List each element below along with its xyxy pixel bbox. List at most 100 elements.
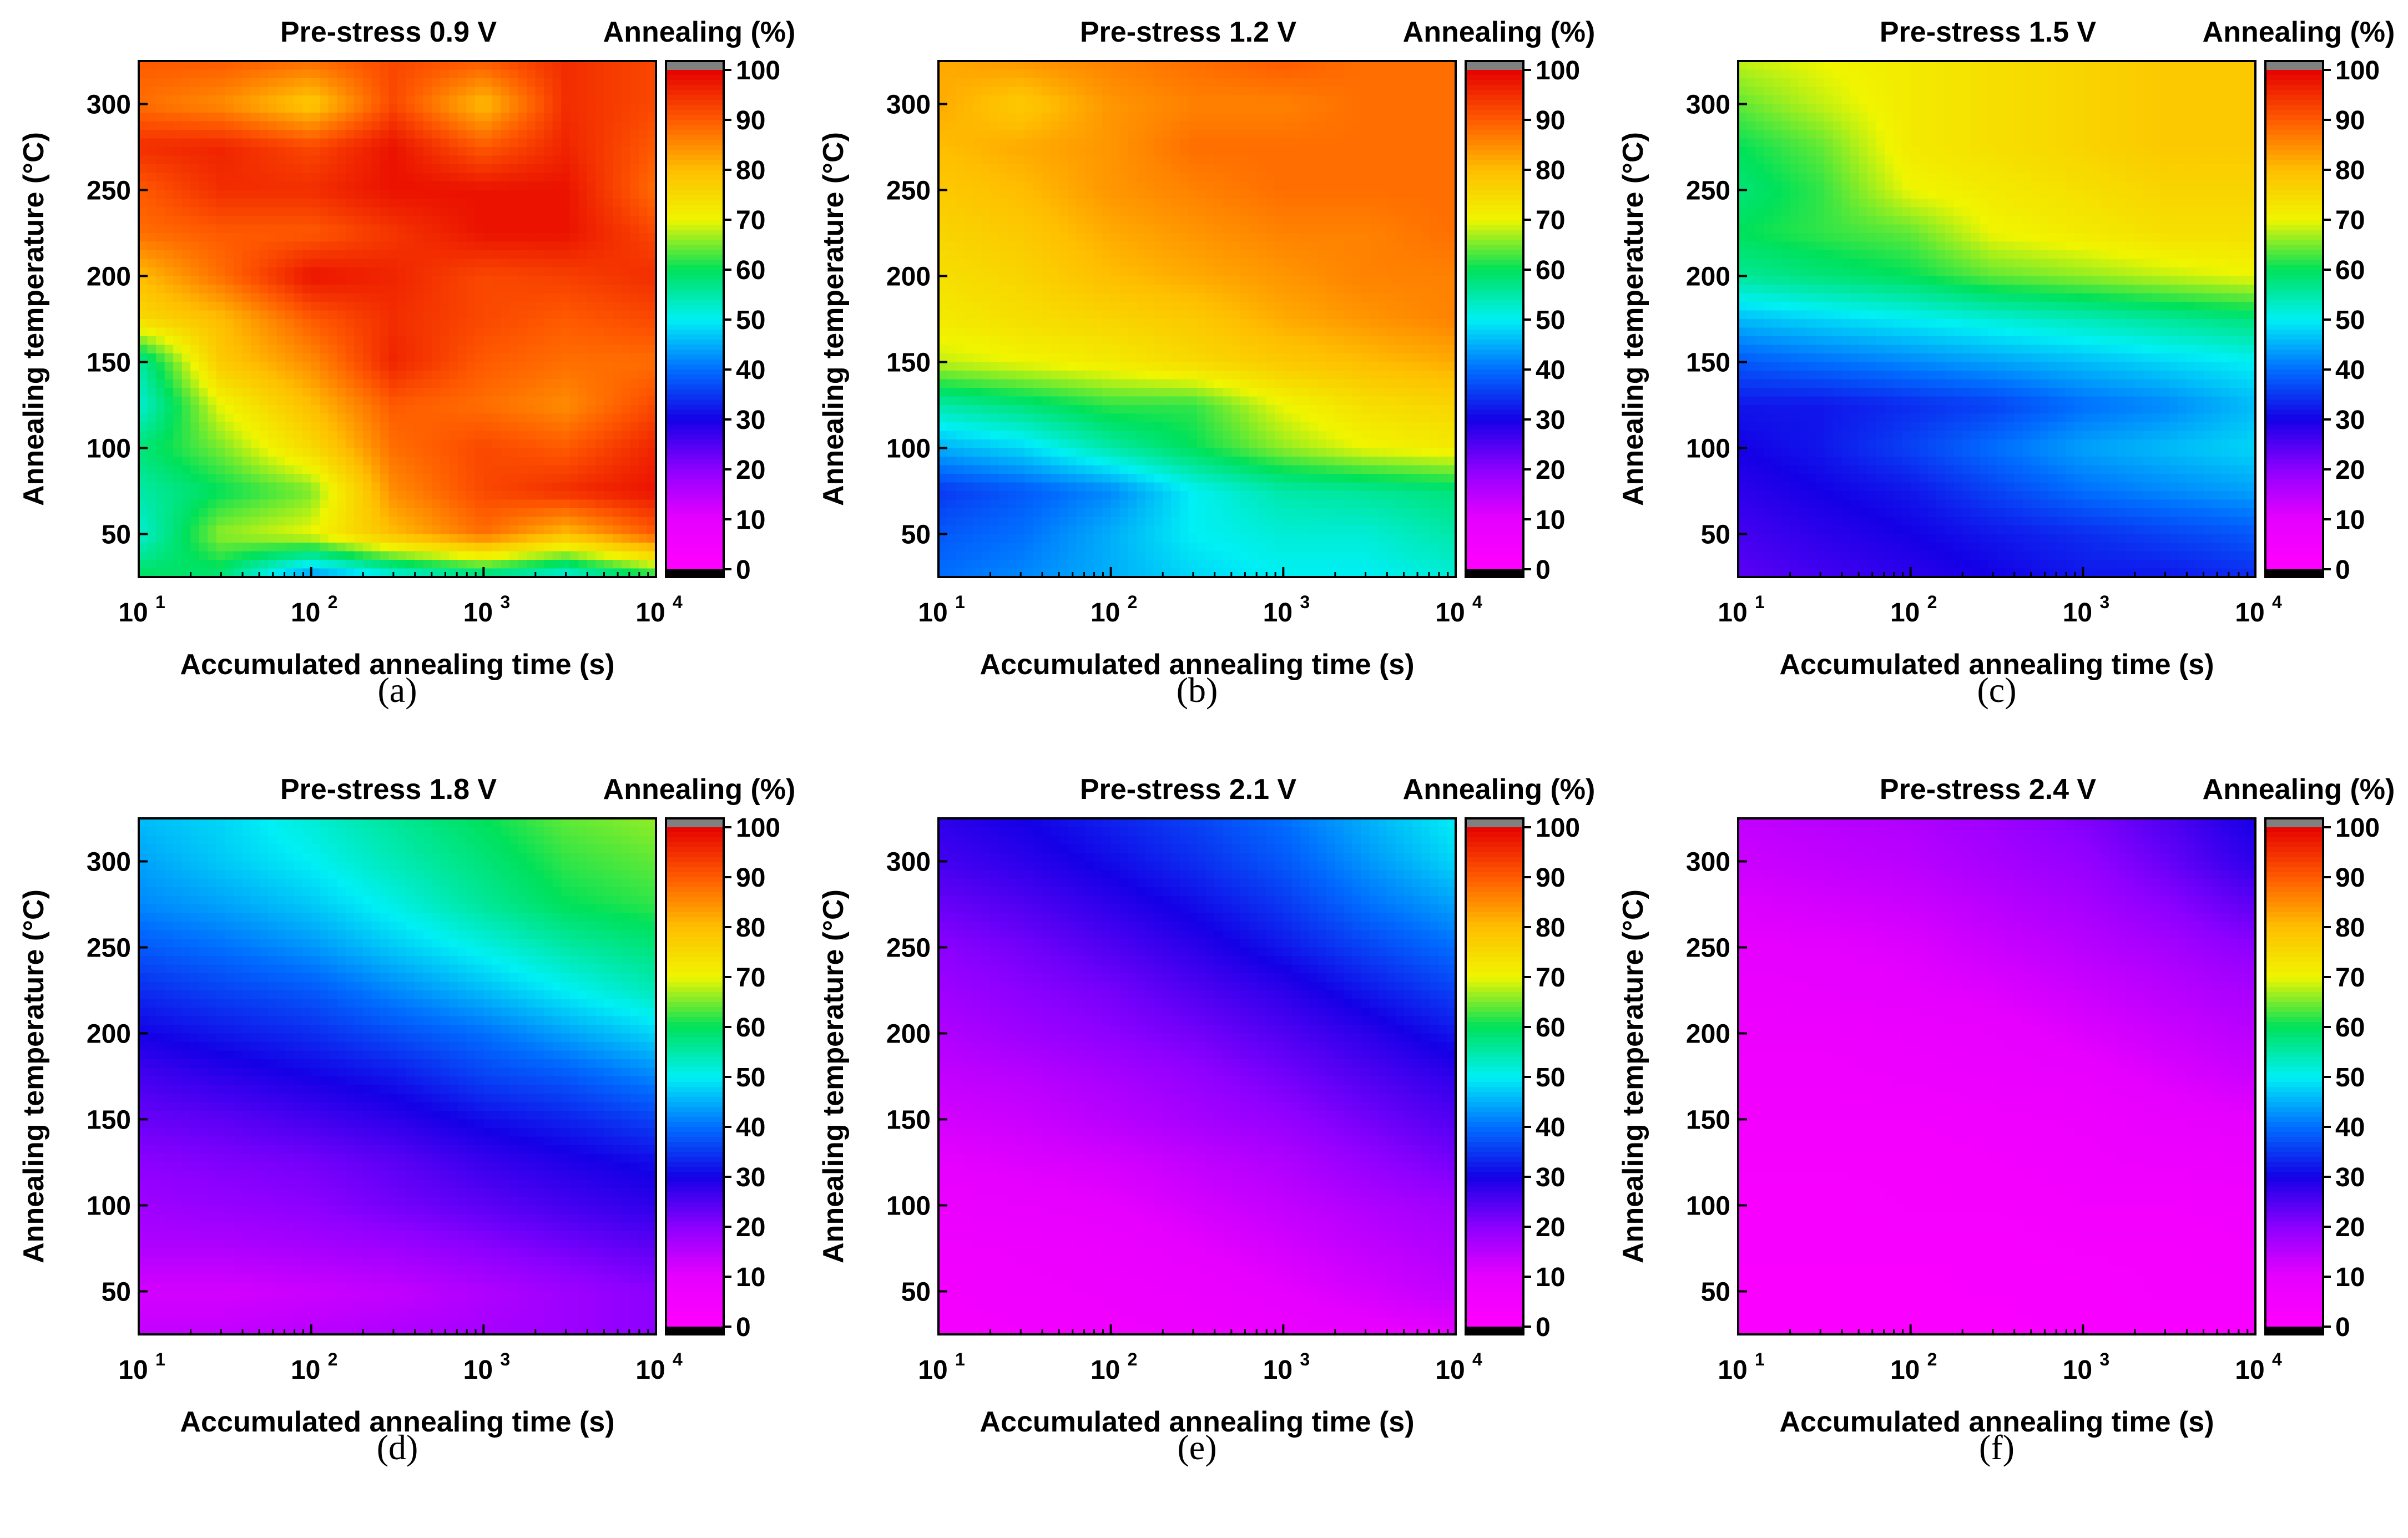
- heatmap-cell: [1344, 87, 1353, 96]
- heatmap-cell: [647, 224, 657, 234]
- heatmap-cell: [320, 147, 329, 156]
- heatmap-cell: [1007, 104, 1017, 113]
- heatmap-cell: [320, 190, 329, 199]
- heatmap-cell: [250, 259, 260, 268]
- heatmap-cell: [527, 448, 536, 457]
- heatmap-cell: [199, 474, 209, 483]
- heatmap-cell: [328, 362, 338, 371]
- heatmap-cell: [294, 224, 303, 234]
- heatmap-cell: [1438, 199, 1448, 208]
- heatmap-cell: [432, 190, 441, 199]
- heatmap-cell: [457, 560, 467, 569]
- heatmap-cell: [259, 241, 269, 251]
- heatmap-cell: [998, 78, 1008, 88]
- heatmap-cell: [156, 482, 165, 492]
- heatmap-cell: [225, 465, 234, 474]
- heatmap-cell: [345, 508, 355, 518]
- heatmap-cell: [964, 173, 973, 182]
- heatmap-cell: [561, 499, 571, 509]
- heatmap-cell: [354, 147, 364, 156]
- heatmap-cell: [415, 551, 424, 560]
- heatmap-cell: [578, 525, 588, 535]
- heatmap-cell: [147, 104, 157, 113]
- heatmap-cell: [173, 199, 183, 208]
- heatmap-cell: [492, 482, 502, 492]
- heatmap-cell: [233, 431, 243, 440]
- heatmap-cell: [432, 482, 441, 492]
- heatmap-cell: [156, 457, 165, 466]
- heatmap-cell: [1291, 199, 1301, 208]
- heatmap-cell: [509, 285, 519, 294]
- heatmap-cell: [190, 173, 200, 182]
- heatmap-cell: [457, 413, 467, 423]
- heatmap-cell: [630, 293, 639, 302]
- heatmap-cell: [250, 147, 260, 156]
- heatmap-cell: [233, 448, 243, 457]
- heatmap-cell: [328, 233, 338, 242]
- heatmap-cell: [474, 190, 484, 199]
- colorbar-swatch: [666, 315, 724, 320]
- heatmap-cell: [1085, 69, 1094, 79]
- heatmap-cell: [1274, 104, 1284, 113]
- heatmap-cell: [294, 310, 303, 320]
- heatmap-cell: [1137, 104, 1146, 113]
- heatmap-cell: [1300, 130, 1310, 139]
- heatmap-cell: [440, 379, 450, 388]
- heatmap-cell: [406, 207, 415, 216]
- heatmap-cell: [613, 95, 622, 105]
- heatmap-cell: [371, 482, 381, 492]
- heatmap-cell: [337, 431, 346, 440]
- heatmap-cell: [1249, 173, 1258, 182]
- heatmap-cell: [947, 224, 956, 234]
- heatmap-cell: [199, 465, 209, 474]
- heatmap-cell: [981, 147, 991, 156]
- heatmap-cell: [388, 61, 398, 70]
- heatmap-cell: [311, 551, 320, 560]
- heatmap-cell: [423, 207, 432, 216]
- heatmap-cell: [432, 181, 441, 191]
- heatmap-cell: [156, 379, 165, 388]
- heatmap-cell: [1068, 113, 1077, 122]
- heatmap-cell: [397, 431, 407, 440]
- heatmap-cell: [406, 130, 415, 139]
- heatmap-cell: [466, 181, 476, 191]
- heatmap-cell: [527, 164, 536, 174]
- heatmap-cell: [440, 190, 450, 199]
- heatmap-cell: [535, 448, 544, 457]
- heatmap-cell: [604, 448, 614, 457]
- heatmap-cell: [1266, 199, 1275, 208]
- heatmap-cell: [630, 164, 639, 174]
- heatmap-cell: [492, 508, 502, 518]
- heatmap-cell: [518, 560, 527, 569]
- heatmap-cell: [501, 525, 510, 535]
- heatmap-cell: [345, 199, 355, 208]
- heatmap-cell: [483, 482, 493, 492]
- heatmap-cell: [388, 224, 398, 234]
- heatmap-cell: [233, 379, 243, 388]
- heatmap-cell: [535, 241, 544, 251]
- heatmap-cell: [535, 508, 544, 518]
- heatmap-cell: [259, 405, 269, 414]
- heatmap-cell: [371, 233, 381, 242]
- heatmap-cell: [1188, 78, 1198, 88]
- heatmap-cell: [1007, 95, 1017, 105]
- heatmap-cell: [947, 121, 956, 130]
- heatmap-cell: [1395, 147, 1405, 156]
- heatmap-cell: [173, 216, 183, 225]
- heatmap-cell: [250, 345, 260, 354]
- heatmap-cell: [1257, 181, 1267, 191]
- heatmap-cell: [1128, 147, 1138, 156]
- heatmap-cell: [1033, 164, 1043, 174]
- heatmap-cell: [613, 371, 622, 380]
- heatmap-cell: [259, 224, 269, 234]
- heatmap-cell: [1128, 104, 1138, 113]
- heatmap-cell: [371, 61, 381, 70]
- heatmap-cell: [474, 207, 484, 216]
- heatmap-cell: [630, 560, 639, 569]
- heatmap-cell: [311, 181, 320, 191]
- heatmap-cell: [164, 431, 174, 440]
- heatmap-cell: [362, 525, 372, 535]
- heatmap-cell: [423, 224, 432, 234]
- heatmap-cell: [233, 302, 243, 311]
- heatmap-cell: [1085, 113, 1094, 122]
